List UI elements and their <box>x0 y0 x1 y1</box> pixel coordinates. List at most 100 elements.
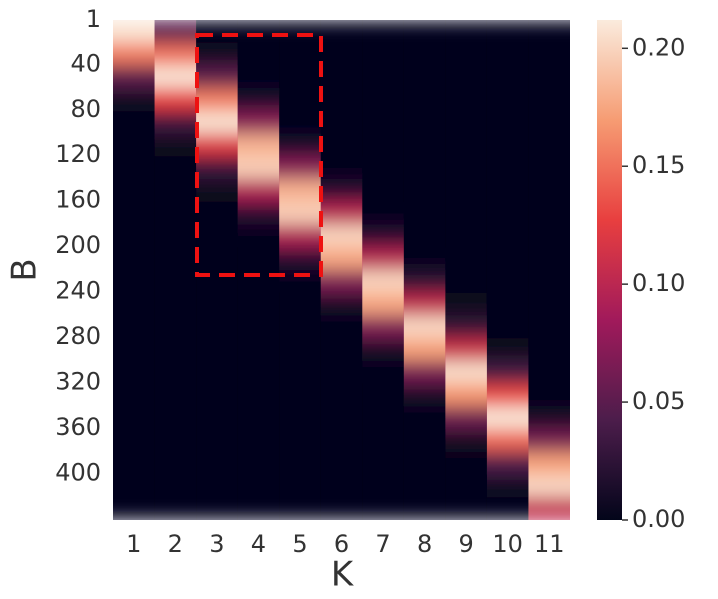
cell <box>237 179 280 203</box>
cell <box>154 247 197 271</box>
cell <box>196 338 239 362</box>
cell <box>362 110 405 135</box>
cell <box>403 20 446 44</box>
cell <box>486 224 529 248</box>
cell <box>403 383 446 407</box>
cell <box>320 201 363 226</box>
x-tick-label: 1 <box>126 530 141 558</box>
cell <box>237 429 280 453</box>
x-axis-label: K <box>331 555 355 595</box>
cell <box>528 110 570 135</box>
cell <box>362 42 405 66</box>
cell <box>403 338 446 362</box>
cell <box>362 179 405 203</box>
cell <box>403 65 446 89</box>
cell <box>154 338 197 362</box>
cell <box>528 451 570 476</box>
cell <box>486 20 529 44</box>
cell <box>403 224 446 248</box>
cell <box>154 474 197 498</box>
cell <box>113 406 156 430</box>
cell <box>403 406 446 430</box>
cell <box>362 270 405 294</box>
cell <box>403 110 446 135</box>
cell <box>196 133 239 157</box>
cell <box>362 156 405 180</box>
cell <box>154 201 197 226</box>
cell <box>237 65 280 89</box>
colorbar-tick-label: 0.10 <box>632 269 685 297</box>
y-tick-label: 160 <box>55 186 101 214</box>
cell <box>196 315 239 339</box>
cell <box>445 224 488 248</box>
cell <box>113 224 156 248</box>
cell <box>113 451 156 476</box>
cell <box>196 65 239 89</box>
y-tick-label: 360 <box>55 413 101 441</box>
cell <box>113 201 156 226</box>
cell <box>113 360 156 385</box>
cell <box>279 474 322 498</box>
cell <box>237 88 280 112</box>
cell <box>237 42 280 66</box>
cell <box>486 179 529 203</box>
cell <box>113 133 156 157</box>
cell <box>445 451 488 476</box>
cell <box>279 88 322 112</box>
cell <box>486 156 529 180</box>
y-tick-label: 40 <box>70 49 101 77</box>
cell <box>113 88 156 112</box>
cell <box>237 224 280 248</box>
cell <box>445 88 488 112</box>
cell <box>279 224 322 248</box>
cell <box>403 360 446 385</box>
cell <box>154 133 197 157</box>
colorbar-tick-label: 0.15 <box>632 151 685 179</box>
cell <box>445 315 488 339</box>
cell <box>528 270 570 294</box>
cell <box>486 65 529 89</box>
cell <box>528 42 570 66</box>
cell <box>362 224 405 248</box>
x-tick-label: 2 <box>168 530 183 558</box>
cell <box>154 179 197 203</box>
colorbar-tick-label: 0.05 <box>632 387 685 415</box>
cell <box>528 133 570 157</box>
cell <box>237 360 280 385</box>
cell <box>154 451 197 476</box>
cell <box>528 497 570 520</box>
cell <box>528 338 570 362</box>
cell <box>320 406 363 430</box>
cell <box>528 383 570 407</box>
cell <box>445 20 488 44</box>
cell <box>113 110 156 135</box>
cell <box>528 429 570 453</box>
cell <box>445 133 488 157</box>
cell <box>320 338 363 362</box>
cell <box>113 20 156 44</box>
heatmap <box>113 20 570 520</box>
highlight-box <box>195 33 323 277</box>
cell <box>196 20 239 44</box>
y-tick-label: 280 <box>55 322 101 350</box>
cell <box>362 201 405 226</box>
cell <box>528 201 570 226</box>
cell <box>154 110 197 135</box>
cell <box>113 497 156 520</box>
cell <box>113 179 156 203</box>
cell <box>528 474 570 498</box>
y-tick-label: 400 <box>55 458 101 486</box>
cell <box>445 156 488 180</box>
x-tick-label: 7 <box>375 530 390 558</box>
cell <box>362 429 405 453</box>
cell <box>403 451 446 476</box>
cell <box>196 247 239 271</box>
cell <box>279 133 322 157</box>
cell <box>154 429 197 453</box>
cell <box>113 338 156 362</box>
cell <box>445 42 488 66</box>
cell <box>362 20 405 44</box>
cell <box>320 360 363 385</box>
cell <box>403 133 446 157</box>
